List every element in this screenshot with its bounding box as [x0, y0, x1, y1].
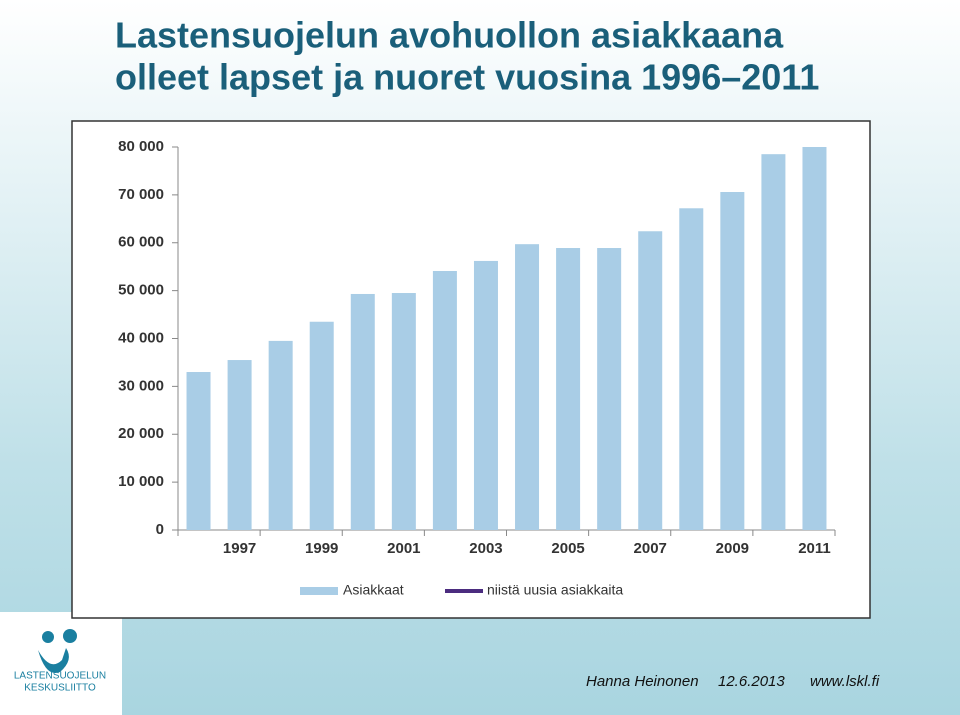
x-tick-label: 2003 [469, 540, 502, 557]
title-line: olleet lapset ja nuoret vuosina 1996–201… [115, 57, 819, 98]
bar [350, 293, 375, 530]
legend-label: niistä uusia asiakkaita [487, 582, 623, 598]
x-tick-label: 2005 [551, 540, 584, 557]
y-tick-label: 60 000 [118, 234, 164, 251]
bar [186, 372, 211, 530]
bar [391, 293, 416, 530]
y-tick-label: 70 000 [118, 186, 164, 203]
logo-text: LASTENSUOJELUN [14, 671, 106, 682]
bar [515, 244, 540, 530]
bar [473, 260, 498, 530]
y-tick-label: 80 000 [118, 138, 164, 155]
x-tick-label: 2007 [634, 540, 667, 557]
x-tick-label: 2011 [798, 540, 831, 557]
y-tick-label: 30 000 [118, 377, 164, 394]
bar [227, 360, 252, 530]
bar [556, 248, 581, 531]
bar [597, 248, 622, 531]
y-tick-label: 0 [156, 521, 164, 538]
logo-icon [38, 629, 77, 674]
y-tick-label: 50 000 [118, 282, 164, 299]
bar [432, 270, 457, 530]
title-line: Lastensuojelun avohuollon asiakkaana [115, 15, 784, 56]
bar [802, 147, 827, 530]
y-tick-label: 10 000 [118, 473, 164, 490]
x-tick-label: 1997 [223, 540, 256, 557]
y-tick-label: 40 000 [118, 329, 164, 346]
bar [268, 340, 293, 530]
logo-text: KESKUSLIITTO [24, 683, 96, 694]
bar [638, 231, 663, 530]
bar [679, 208, 704, 530]
x-tick-label: 1999 [305, 540, 338, 557]
x-tick-label: 2009 [716, 540, 749, 557]
footer-url: www.lskl.fi [810, 673, 880, 690]
footer-author: Hanna Heinonen [586, 673, 699, 690]
legend-swatch [300, 587, 338, 595]
bar [761, 154, 786, 530]
y-tick-label: 20 000 [118, 425, 164, 442]
footer-date: 12.6.2013 [718, 673, 785, 690]
bar [309, 321, 334, 530]
x-tick-label: 2001 [387, 540, 420, 557]
legend-label: Asiakkaat [343, 582, 404, 598]
bar [720, 192, 745, 530]
